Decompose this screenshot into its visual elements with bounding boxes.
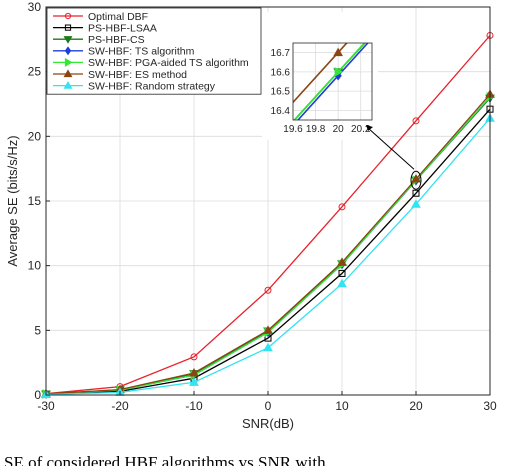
- legend-item: SW-HBF: TS algorithm: [53, 46, 195, 58]
- series-layer: [41, 31, 496, 399]
- legend-label: PS-HBF-LSAA: [88, 22, 157, 34]
- y-tick-label: 20: [28, 129, 42, 143]
- data-point: [412, 117, 420, 125]
- x-tick-label: 10: [335, 399, 349, 413]
- legend-item: PS-HBF-LSAA: [53, 22, 157, 34]
- legend-item: SW-HBF: PGA-aided TS algorithm: [53, 57, 249, 69]
- y-tick-label: 5: [34, 323, 41, 337]
- legend-label: SW-HBF: ES method: [88, 69, 187, 81]
- x-axis-ticks: -30 -20 -10 0 10 20 30: [37, 391, 497, 413]
- legend-item: SW-HBF: ES method: [53, 69, 187, 81]
- inset-y-tick-label: 16.6: [271, 67, 291, 78]
- data-point: [338, 203, 346, 211]
- data-point: [189, 377, 199, 386]
- legend-marker: [64, 57, 73, 67]
- x-tick-label: -10: [185, 399, 203, 413]
- data-point: [412, 189, 420, 197]
- x-axis-label: SNR(dB): [242, 416, 294, 431]
- inset-y-tick-label: 16.7: [271, 48, 291, 59]
- zoom-arrow-line: [367, 127, 415, 170]
- caption-text: SE of considered HBF algorithms vs SNR w…: [4, 453, 326, 466]
- legend-label: SW-HBF: Random strategy: [88, 80, 216, 92]
- data-point: [264, 286, 272, 294]
- legend-item: Optimal DBF: [53, 11, 148, 23]
- legend-label: Optimal DBF: [88, 11, 148, 23]
- legend-marker: [63, 81, 73, 89]
- y-tick-label: 0: [34, 388, 41, 402]
- data-point: [338, 269, 346, 277]
- data-point: [263, 325, 273, 334]
- data-point: [189, 368, 199, 377]
- y-tick-label: 30: [28, 0, 42, 14]
- inset-x-tick-label: 20: [333, 124, 345, 135]
- x-tick-label: -20: [111, 399, 129, 413]
- legend-item: SW-HBF: Random strategy: [53, 80, 216, 92]
- legend-marker: [63, 36, 73, 44]
- inset-series-5: [293, 43, 348, 104]
- inset-data-point: [334, 67, 344, 77]
- legend-label: SW-HBF: PGA-aided TS algorithm: [88, 57, 249, 69]
- y-tick-label: 10: [28, 259, 42, 273]
- y-tick-label: 15: [28, 194, 42, 208]
- inset-series-4: [293, 43, 366, 120]
- y-axis-ticks: 0 5 10 15 20 25 30: [28, 0, 50, 402]
- data-point: [411, 199, 421, 208]
- legend-label: SW-HBF: TS algorithm: [88, 46, 195, 58]
- data-point: [337, 257, 347, 266]
- inset-y-tick-label: 16.5: [271, 87, 291, 98]
- y-axis-label: Average SE (bits/s/Hz): [5, 135, 20, 266]
- inset-data-point: [333, 47, 344, 57]
- legend-marker: [64, 24, 72, 31]
- x-tick-label: 0: [265, 399, 272, 413]
- zoom-ellipse: [410, 170, 422, 190]
- inset-series-layer: [293, 43, 369, 431]
- inset-data-point: [334, 424, 342, 431]
- data-point: [337, 278, 347, 288]
- legend-marker: [64, 46, 72, 56]
- y-tick-label: 25: [28, 65, 42, 79]
- inset-x-tick-label: 20.2: [351, 124, 371, 135]
- data-point: [190, 353, 198, 361]
- inset-x-tick-label: 19.8: [306, 124, 326, 135]
- inset-frame: [292, 42, 373, 121]
- x-tick-label: 20: [409, 399, 423, 413]
- legend-marker: [63, 69, 73, 78]
- inset-x-tick-label: 19.6: [283, 124, 303, 135]
- legend-marker: [64, 12, 72, 20]
- x-tick-label: 30: [483, 399, 497, 413]
- x-tick-label: -30: [37, 399, 55, 413]
- legend-label: PS-HBF-CS: [88, 34, 145, 46]
- inset-y-tick-label: 16.4: [271, 106, 291, 117]
- zoom-annotation: [366, 125, 422, 190]
- zoom-inset: 19.6 19.8 20 20.2 16.4 16.5 16.6 16.7: [262, 12, 378, 431]
- data-point: [411, 174, 421, 183]
- zoom-arrow-head: [366, 125, 373, 131]
- data-point: [263, 342, 273, 352]
- legend-item: PS-HBF-CS: [53, 34, 145, 46]
